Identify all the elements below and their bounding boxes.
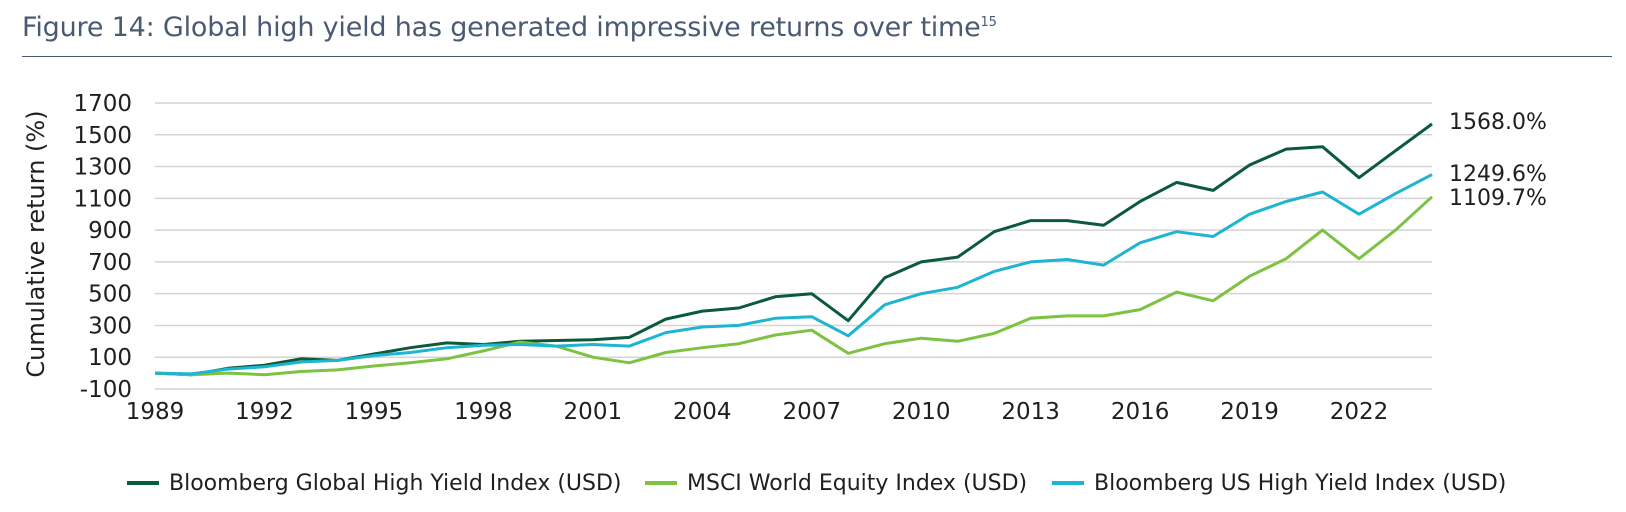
x-tick-label: 1992 bbox=[235, 399, 294, 425]
legend-label: Bloomberg US High Yield Index (USD) bbox=[1094, 470, 1507, 496]
y-tick-label: 500 bbox=[88, 282, 132, 308]
series-line bbox=[154, 195, 1434, 377]
legend-label: MSCI World Equity Index (USD) bbox=[687, 470, 1028, 496]
series-line bbox=[154, 122, 1433, 377]
y-tick-label: 1300 bbox=[73, 155, 132, 181]
line-chart: -100 100 300 500 700 900 1100 1300 1500 1700 1989… bbox=[22, 91, 1547, 425]
legend-item: Bloomberg Global High Yield Index (USD) bbox=[127, 466, 622, 500]
end-value-labels: 1568.0% 1109.7%1249.6% bbox=[1449, 110, 1547, 211]
y-tick-label: 1700 bbox=[73, 91, 132, 117]
chart-legend: Bloomberg Global High Yield Index (USD) M… bbox=[0, 466, 1626, 500]
y-tick-label: 900 bbox=[88, 218, 132, 244]
y-tick-label: 1100 bbox=[73, 186, 132, 212]
series-lines bbox=[154, 122, 1434, 377]
x-tick-label: 1989 bbox=[126, 399, 185, 425]
x-tick-label: 2001 bbox=[564, 399, 623, 425]
x-tick-label: 1995 bbox=[345, 399, 404, 425]
y-tick-label: 1500 bbox=[73, 123, 132, 149]
figure-title-text: Figure 14: Global high yield has generat… bbox=[22, 12, 981, 43]
end-value-label: 1109.7% bbox=[1449, 186, 1547, 211]
y-tick-label: 300 bbox=[88, 313, 132, 339]
y-axis-ticks: -100 100 300 500 700 900 1100 1300 1500 1700 bbox=[73, 91, 132, 403]
x-tick-label: 2004 bbox=[673, 399, 732, 425]
y-tick-label: -100 bbox=[80, 377, 132, 403]
x-tick-label: 2016 bbox=[1111, 399, 1170, 425]
title-rule bbox=[22, 56, 1612, 57]
x-tick-label: 2019 bbox=[1220, 399, 1279, 425]
y-tick-label: 100 bbox=[88, 345, 132, 371]
end-value-label: 1249.6% bbox=[1449, 162, 1547, 187]
figure-title: Figure 14: Global high yield has generat… bbox=[22, 12, 997, 43]
y-tick-label: 700 bbox=[88, 250, 132, 276]
legend-label: Bloomberg Global High Yield Index (USD) bbox=[169, 470, 622, 496]
x-axis-ticks: 1989 1992 1995 1998 2001 2004 2007 2010 2013 2016… bbox=[126, 399, 1389, 425]
legend-swatch bbox=[1052, 481, 1084, 485]
legend-swatch bbox=[645, 481, 677, 485]
x-tick-label: 2010 bbox=[892, 399, 951, 425]
legend-item: Bloomberg US High Yield Index (USD) bbox=[1052, 466, 1506, 500]
x-tick-label: 1998 bbox=[454, 399, 513, 425]
gridlines bbox=[155, 102, 1432, 390]
end-value-label: 1568.0% bbox=[1449, 110, 1547, 135]
figure-title-footnote: 15 bbox=[980, 15, 997, 30]
x-tick-label: 2013 bbox=[1001, 399, 1060, 425]
x-tick-label: 2007 bbox=[782, 399, 841, 425]
y-axis-label: Cumulative return (%) bbox=[22, 110, 50, 377]
x-tick-label: 2022 bbox=[1330, 399, 1389, 425]
legend-item: MSCI World Equity Index (USD) bbox=[645, 466, 1027, 500]
legend-swatch bbox=[127, 481, 159, 485]
series-line bbox=[154, 173, 1433, 376]
